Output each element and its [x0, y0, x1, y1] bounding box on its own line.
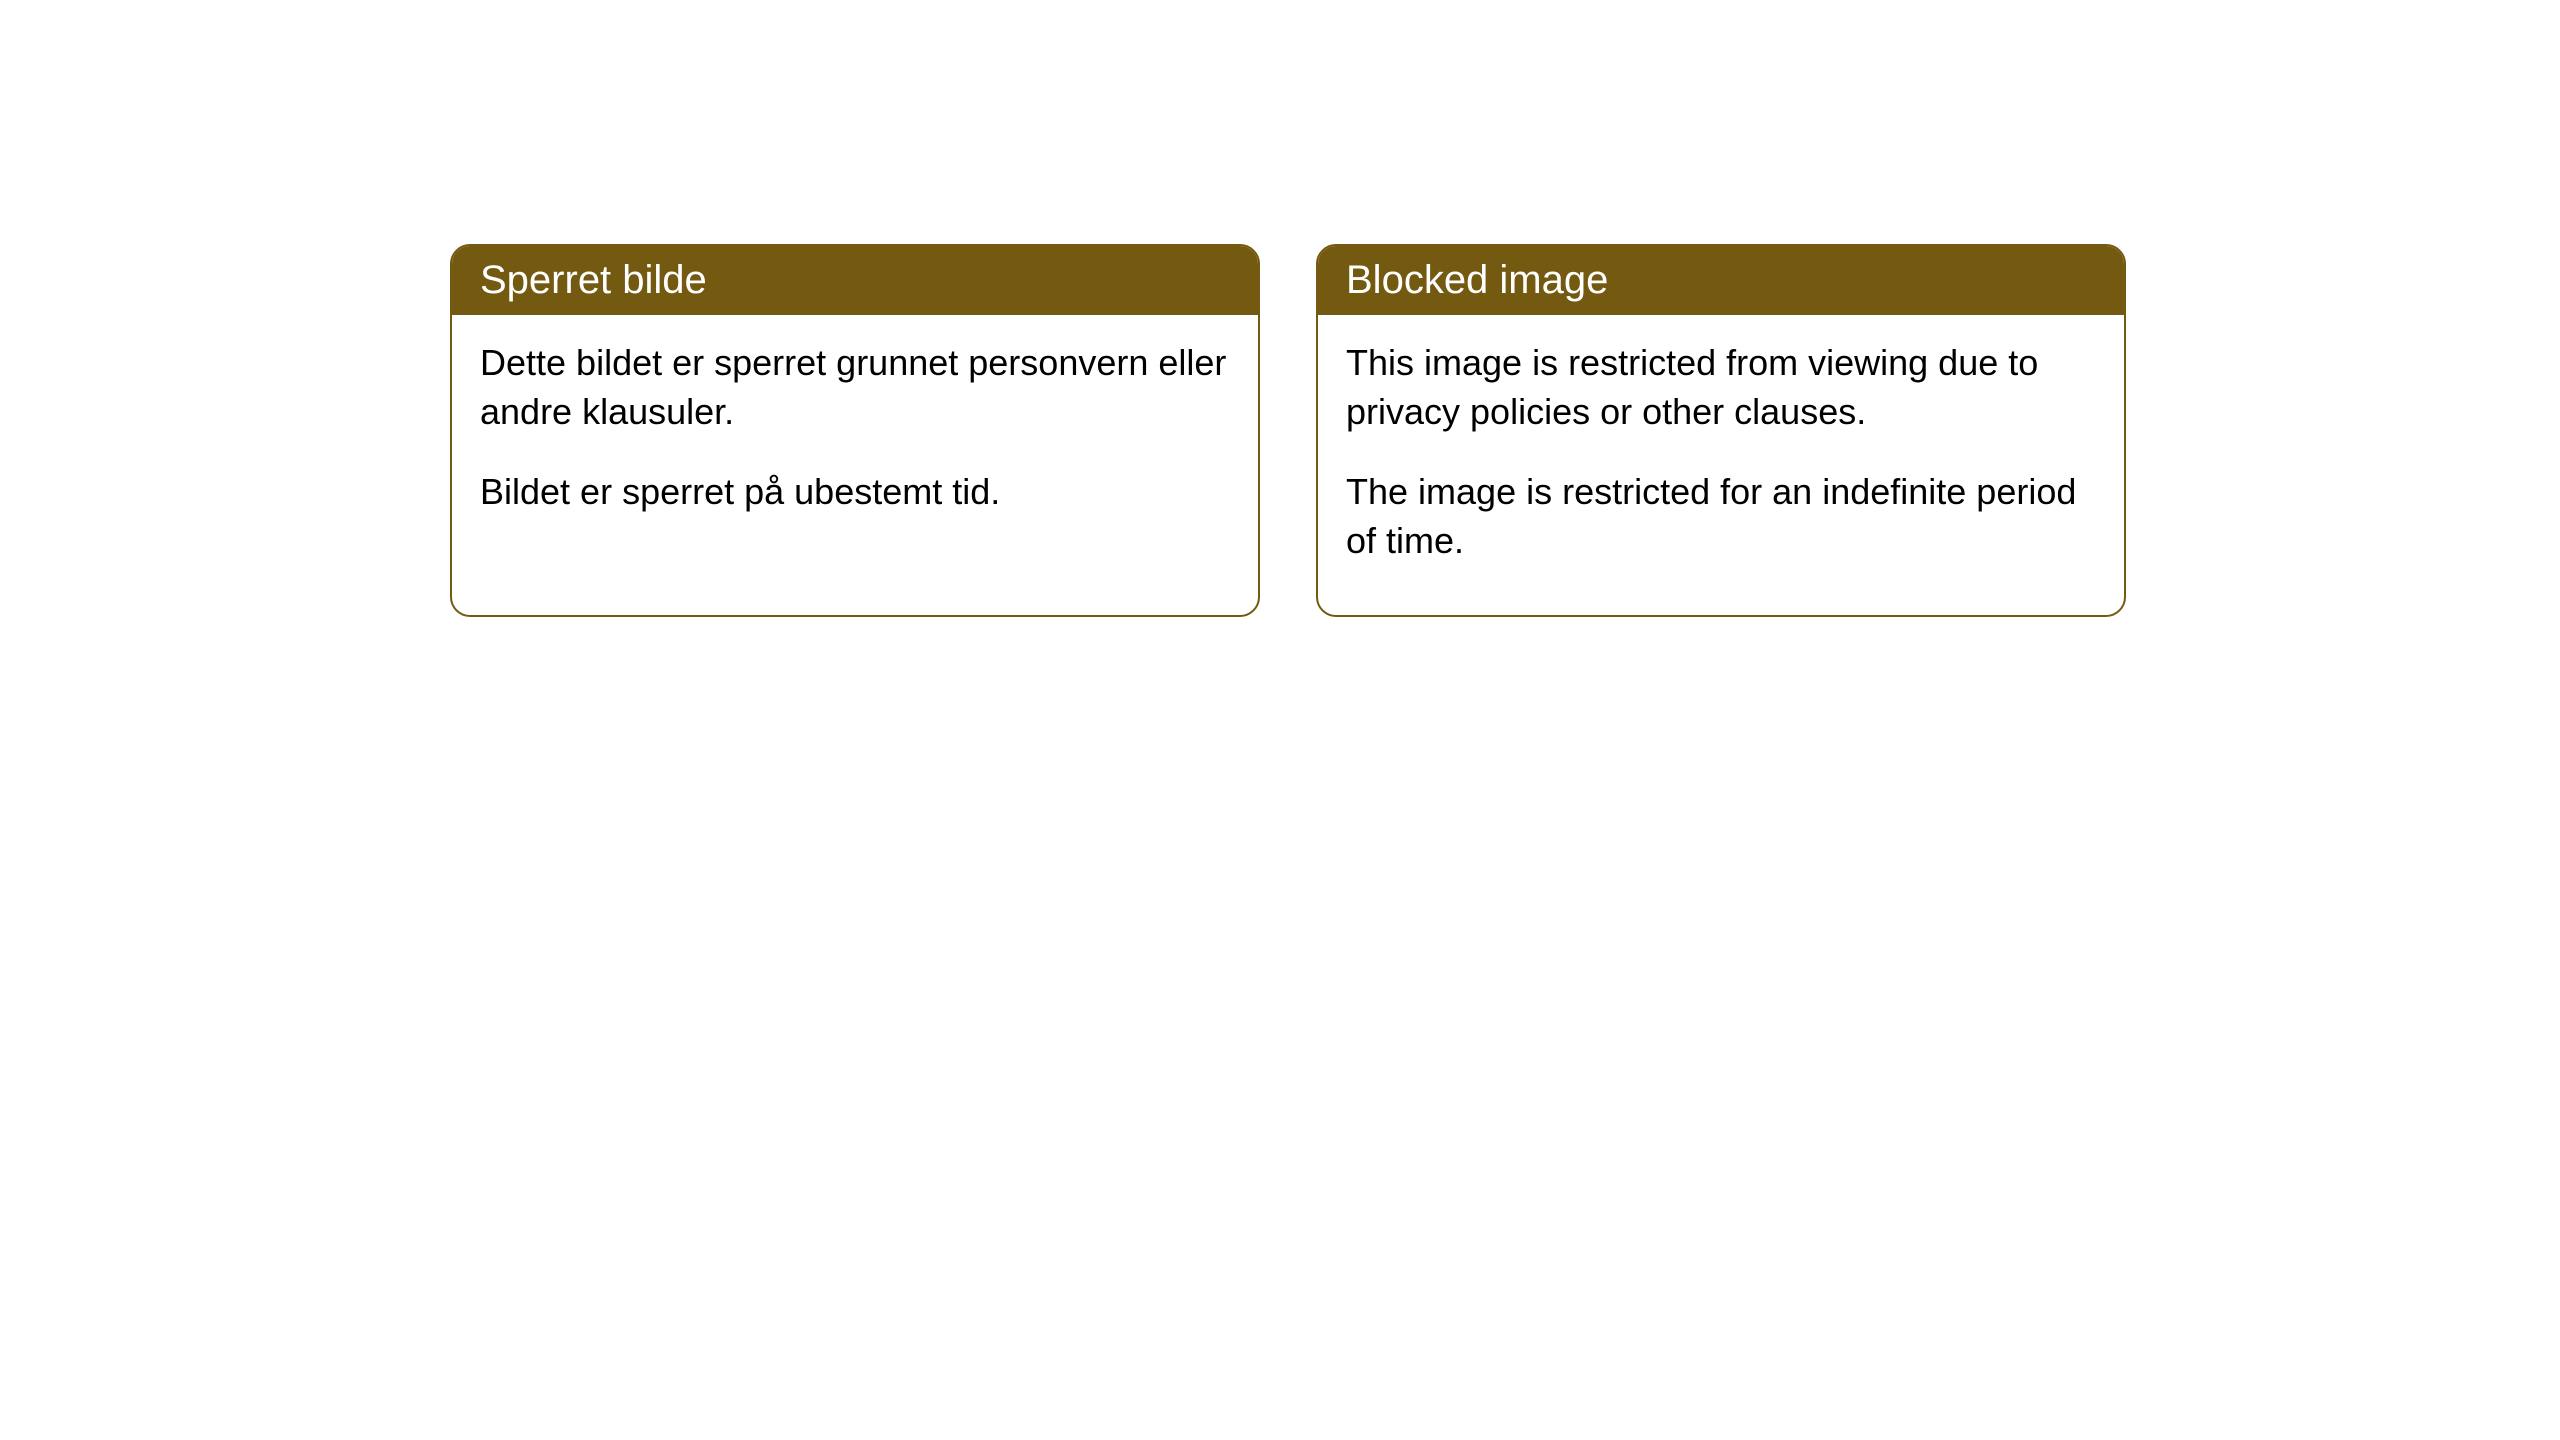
card-paragraph: This image is restricted from viewing du…: [1346, 339, 2096, 436]
card-body: Dette bildet er sperret grunnet personve…: [452, 315, 1258, 567]
card-title: Blocked image: [1346, 258, 1608, 302]
card-paragraph: The image is restricted for an indefinit…: [1346, 468, 2096, 565]
card-title: Sperret bilde: [480, 258, 707, 302]
card-paragraph: Dette bildet er sperret grunnet personve…: [480, 339, 1230, 436]
notice-cards-container: Sperret bilde Dette bildet er sperret gr…: [0, 0, 2560, 617]
blocked-image-card-english: Blocked image This image is restricted f…: [1316, 244, 2126, 617]
card-header: Sperret bilde: [452, 246, 1258, 315]
card-body: This image is restricted from viewing du…: [1318, 315, 2124, 615]
blocked-image-card-norwegian: Sperret bilde Dette bildet er sperret gr…: [450, 244, 1260, 617]
card-header: Blocked image: [1318, 246, 2124, 315]
card-paragraph: Bildet er sperret på ubestemt tid.: [480, 468, 1230, 517]
